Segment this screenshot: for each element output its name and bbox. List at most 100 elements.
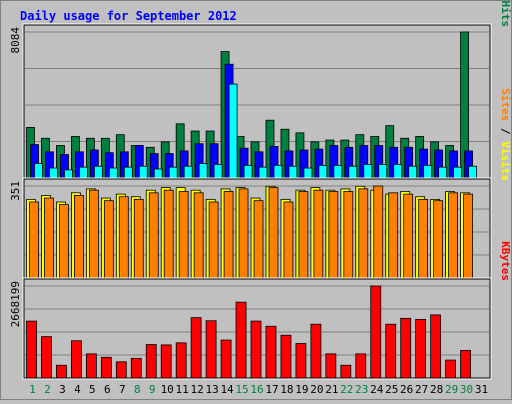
bar-kbytes-3 <box>56 364 67 379</box>
bar-sites-29 <box>448 192 458 279</box>
bar-kbytes-23 <box>355 353 367 379</box>
bar-kbytes-25 <box>385 323 397 379</box>
bar-pages-5 <box>93 165 103 179</box>
bar-kbytes-20 <box>310 323 322 379</box>
bar-sites-16 <box>253 200 264 279</box>
y-max-label: 2668199 <box>9 281 22 327</box>
panels-layer: 8084 Pages / Files / Hits 351 Sites / Visit… <box>9 0 512 380</box>
x-tick-label: 2 <box>44 383 51 396</box>
bar-kbytes-22 <box>340 364 352 379</box>
bar-sites-4 <box>74 195 84 279</box>
x-tick-label: 28 <box>430 383 443 396</box>
bar-sites-17 <box>268 187 279 279</box>
bar-sites-12 <box>193 192 204 279</box>
bar-sites-21 <box>328 191 339 279</box>
x-tick-label: 12 <box>191 383 204 396</box>
legend-entry: Visits <box>499 141 512 181</box>
bar-sites-19 <box>298 191 309 279</box>
bar-sites-8 <box>133 198 144 279</box>
panel-kbytes: 2668199 KBytes <box>9 241 512 380</box>
bar-kbytes-15 <box>235 301 247 379</box>
x-tick-label: 31 <box>475 383 488 396</box>
bar-pages-9 <box>153 168 163 179</box>
bar-pages-17 <box>273 164 283 179</box>
bar-sites-13 <box>208 201 219 279</box>
panel-frame-outer <box>22 277 492 380</box>
bar-pages-24 <box>378 164 388 179</box>
x-tick-label: 23 <box>355 383 368 396</box>
x-tick-label: 15 <box>235 383 248 396</box>
panel-visits: 351 Sites / Visits <box>9 88 512 280</box>
x-tick-label: 16 <box>250 383 263 396</box>
bar-sites-22 <box>343 191 354 279</box>
bar-kbytes-14 <box>220 339 232 379</box>
bar-pages-18 <box>288 165 298 179</box>
bar-pages-14 <box>228 83 238 179</box>
chart-title: Daily usage for September 2012 <box>20 9 237 23</box>
series-sites <box>29 185 473 279</box>
bar-kbytes-21 <box>325 353 337 379</box>
bar-pages-29 <box>453 166 462 179</box>
y-max-label: 351 <box>9 181 22 201</box>
bar-kbytes-27 <box>415 318 427 379</box>
panel-hits: 8084 Pages / Files / Hits <box>9 0 512 180</box>
bar-kbytes-30 <box>460 350 471 379</box>
x-tick-label: 13 <box>205 383 218 396</box>
x-tick-label: 10 <box>161 383 174 396</box>
bar-sites-6 <box>103 200 114 279</box>
bar-kbytes-18 <box>280 334 292 379</box>
bar-pages-23 <box>363 164 373 179</box>
bar-pages-6 <box>108 167 118 179</box>
bar-pages-10 <box>168 166 178 179</box>
bar-pages-27 <box>423 164 433 179</box>
bar-pages-11 <box>183 165 193 179</box>
bar-sites-5 <box>88 189 99 279</box>
bar-pages-16 <box>258 166 268 179</box>
bar-pages-12 <box>198 163 208 179</box>
x-tick-label: 26 <box>400 383 413 396</box>
bar-sites-3 <box>59 204 69 279</box>
bar-pages-3 <box>64 169 73 179</box>
bar-kbytes-24 <box>370 285 382 379</box>
x-tick-label: 27 <box>415 383 428 396</box>
bar-kbytes-13 <box>205 320 217 379</box>
bar-sites-25 <box>388 192 399 279</box>
bar-sites-28 <box>433 200 444 279</box>
bar-kbytes-26 <box>400 317 412 379</box>
bar-kbytes-9 <box>145 344 157 379</box>
bar-sites-7 <box>118 196 129 279</box>
legend: Sites / Visits <box>499 88 512 181</box>
bar-kbytes-16 <box>250 320 262 379</box>
bar-pages-19 <box>303 167 313 179</box>
x-tick-label: 9 <box>149 383 156 396</box>
bar-pages-2 <box>49 167 58 179</box>
x-tick-label: 11 <box>176 383 189 396</box>
legend-entry: / <box>499 0 512 1</box>
x-tick-label: 3 <box>59 383 66 396</box>
bar-pages-20 <box>318 164 328 179</box>
x-axis: 1 2 3 4 5 6 7 8 9 10 11 12 13 14 15 16 17 18 19 20 21 22 23 24 2… <box>29 383 488 396</box>
bar-kbytes-17 <box>265 325 277 379</box>
x-tick-label: 7 <box>119 383 126 396</box>
bar-kbytes-8 <box>130 357 142 379</box>
series-kbytes <box>26 285 471 379</box>
x-tick-label: 30 <box>460 383 473 396</box>
bar-sites-10 <box>163 189 174 279</box>
legend: KBytes <box>499 241 512 281</box>
bar-kbytes-4 <box>71 340 82 379</box>
bar-pages-22 <box>348 165 358 179</box>
x-tick-label: 19 <box>295 383 308 396</box>
bar-kbytes-28 <box>430 314 442 379</box>
bar-kbytes-10 <box>160 344 172 379</box>
x-tick-label: 8 <box>134 383 141 396</box>
x-tick-label: 1 <box>29 383 36 396</box>
x-tick-label: 25 <box>385 383 398 396</box>
bar-sites-2 <box>44 197 54 279</box>
x-tick-label: 6 <box>104 383 111 396</box>
x-tick-label: 14 <box>220 383 234 396</box>
bar-pages-15 <box>243 164 253 179</box>
bar-sites-14 <box>223 191 234 279</box>
bar-sites-18 <box>283 201 294 279</box>
bar-sites-23 <box>358 188 369 279</box>
